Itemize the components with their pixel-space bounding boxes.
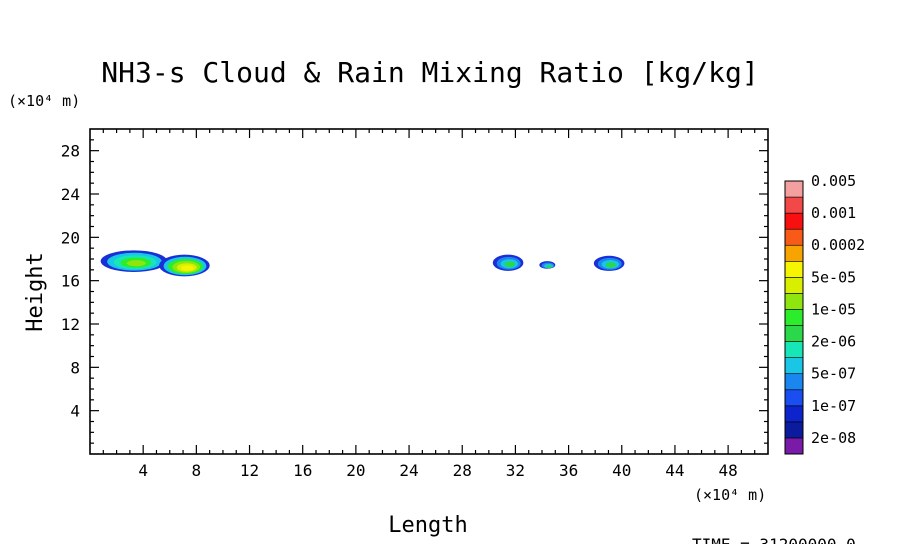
- colorbar-swatch: [784, 196, 804, 214]
- colorbar-swatch: [784, 212, 804, 230]
- cloud-contour: [181, 265, 194, 271]
- y-axis-label: Height: [23, 252, 48, 331]
- y-tick-label: 24: [61, 185, 80, 204]
- x-axis-unit: (×10⁴ m): [694, 486, 766, 504]
- cloud-layer: [100, 250, 625, 277]
- colorbar-label: 1e-05: [811, 300, 856, 318]
- x-axis-label: Length: [388, 513, 467, 538]
- plot-frame: [89, 128, 769, 455]
- cloud-contour: [546, 265, 552, 268]
- x-tick-label: 48: [718, 461, 737, 480]
- x-tick-label: 20: [346, 461, 365, 480]
- colorbar-swatch: [784, 325, 804, 342]
- colorbar-label: 0.001: [811, 204, 856, 222]
- colorbar-label: 0.0002: [811, 236, 865, 254]
- colorbar-swatch: [784, 228, 804, 246]
- x-tick-label: 12: [240, 461, 259, 480]
- y-tick-label: 12: [61, 315, 80, 334]
- colorbar-swatch: [784, 421, 804, 439]
- x-tick-label: 44: [665, 461, 684, 480]
- x-tick-label: 16: [293, 461, 312, 480]
- colorbar-label: 2e-06: [811, 333, 856, 351]
- x-tick-label: 8: [192, 461, 202, 480]
- cloud-contour: [126, 260, 146, 267]
- colorbar-swatch: [784, 180, 804, 198]
- colorbar-swatch: [784, 389, 804, 407]
- colorbar-swatch: [784, 244, 804, 262]
- colorbar-swatch: [784, 260, 804, 278]
- cloud-contour: [605, 262, 617, 268]
- chart-title: NH3-s Cloud & Rain Mixing Ratio [kg/kg]: [101, 56, 758, 89]
- x-tick-label: 24: [399, 461, 418, 480]
- colorbar-swatch: [784, 293, 804, 310]
- cloud-e: [593, 255, 625, 271]
- y-tick-label: 20: [61, 228, 80, 247]
- x-tick-label: 28: [453, 461, 472, 480]
- colorbar-swatch: [784, 357, 804, 375]
- y-tick-label: 8: [70, 358, 80, 377]
- colorbar-swatch: [784, 373, 804, 391]
- colorbar: 2e-08 1e-07 5e-07 2e-06 1e-05 5e-05 0.0002 0.00…: [784, 172, 865, 455]
- colorbar-label: 5e-07: [811, 365, 856, 383]
- y-tick-label: 4: [70, 402, 80, 421]
- colorbar-swatch: [784, 309, 804, 326]
- colorbar-frame: [784, 180, 804, 455]
- y-tick-label: 16: [61, 272, 80, 291]
- cloud-a: [100, 250, 168, 272]
- x-tick-label: 40: [612, 461, 631, 480]
- x-tick-label: 32: [506, 461, 525, 480]
- y-tick-label: 28: [61, 142, 80, 161]
- cloud-c: [492, 254, 524, 271]
- y-axis-unit: (×10⁴ m): [8, 92, 80, 110]
- x-tick-label: 4: [138, 461, 148, 480]
- time-label: TIME = 31200000.0: [692, 535, 856, 544]
- x-tick-label: 36: [559, 461, 578, 480]
- colorbar-label: 2e-08: [811, 429, 856, 447]
- colorbar-label: 1e-07: [811, 397, 856, 415]
- colorbar-label: 5e-05: [811, 268, 856, 286]
- colorbar-swatch: [784, 277, 804, 294]
- colorbar-swatch: [784, 437, 804, 455]
- cloud-b: [159, 254, 210, 277]
- colorbar-swatch: [784, 405, 804, 423]
- cloud-contour: [504, 261, 516, 268]
- colorbar-label: 0.005: [811, 172, 856, 190]
- cloud-d: [539, 261, 556, 269]
- colorbar-swatch: [784, 341, 804, 358]
